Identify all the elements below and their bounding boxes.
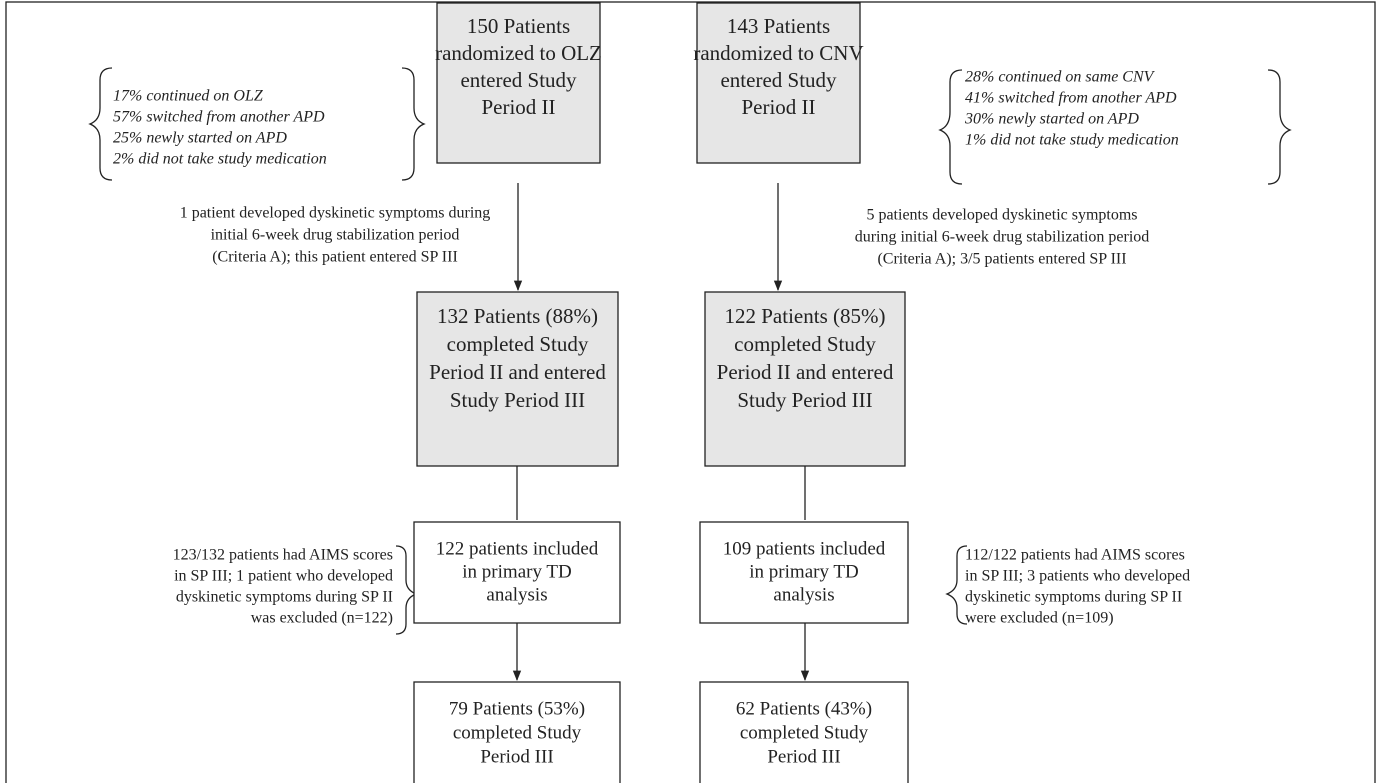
note-text: (Criteria A); 3/5 patients entered SP II… — [877, 251, 1126, 268]
box-text: analysis — [486, 584, 547, 605]
note-text: 123/132 patients had AIMS scores — [173, 547, 393, 564]
box-text: completed Study — [734, 332, 876, 356]
note-text: during initial 6-week drug stabilization… — [855, 229, 1150, 246]
box-text: completed Study — [453, 722, 582, 743]
box-text: 143 Patients — [727, 14, 830, 38]
box-text: randomized to CNV — [693, 41, 863, 65]
box-text: completed Study — [740, 722, 869, 743]
flow-box — [699, 521, 909, 624]
note-text: 112/122 patients had AIMS scores — [965, 547, 1185, 564]
note-text: were excluded (n=109) — [965, 610, 1114, 627]
box-text: entered Study — [460, 68, 577, 92]
note-text: 5 patients developed dyskinetic symptoms — [866, 207, 1137, 224]
box-text: completed Study — [447, 332, 589, 356]
flow-box — [704, 291, 906, 467]
box-text: analysis — [773, 584, 834, 605]
note-text: dyskinetic symptoms during SP II — [176, 589, 393, 606]
flow-box — [413, 681, 621, 783]
note-text: dyskinetic symptoms during SP II — [965, 589, 1182, 606]
note-text: 28% continued on same CNV — [965, 69, 1156, 86]
note-text: 30% newly started on APD — [964, 111, 1139, 128]
note-text: (Criteria A); this patient entered SP II… — [212, 249, 458, 266]
note-text: 1 patient developed dyskinetic symptoms … — [180, 205, 491, 222]
braces — [88, 67, 1292, 635]
note-text: in SP III; 1 patient who developed — [174, 568, 393, 585]
box-text: Period II and entered — [429, 360, 606, 384]
note-text: in SP III; 3 patients who developed — [965, 568, 1190, 585]
box-text: randomized to OLZ — [435, 41, 602, 65]
box-text: 132 Patients (88%) — [437, 304, 598, 328]
box-text: 122 patients included — [436, 538, 599, 559]
box-text: Period III — [480, 746, 553, 767]
note-text: 17% continued on OLZ — [113, 88, 264, 105]
flow-box — [436, 2, 601, 164]
box-text: 79 Patients (53%) — [449, 698, 585, 719]
note-text: 25% newly started on APD — [113, 130, 287, 147]
box-text: Period II — [741, 95, 815, 119]
box-text: 109 patients included — [723, 538, 886, 559]
note-text: initial 6-week drug stabilization period — [211, 227, 460, 244]
note-text: 2% did not take study medication — [113, 151, 327, 168]
box-text: Study Period III — [450, 388, 585, 412]
note-text: 41% switched from another APD — [965, 90, 1177, 107]
box-text: 122 Patients (85%) — [725, 304, 886, 328]
flow-box — [699, 681, 909, 783]
box-text: in primary TD — [462, 561, 571, 582]
flow-box — [696, 2, 861, 164]
box-text: Study Period III — [737, 388, 872, 412]
box-text: 150 Patients — [467, 14, 570, 38]
flow-box — [413, 521, 621, 624]
frame — [5, 1, 1376, 783]
note-text: was excluded (n=122) — [251, 610, 393, 627]
box-text: entered Study — [720, 68, 837, 92]
note-text: 57% switched from another APD — [113, 109, 325, 126]
box-text: Period II and entered — [717, 360, 894, 384]
connectors — [512, 183, 810, 682]
note-text: 1% did not take study medication — [965, 132, 1179, 149]
flow-box — [416, 291, 619, 467]
box-text: 62 Patients (43%) — [736, 698, 872, 719]
box-text: Period III — [767, 746, 840, 767]
box-text: in primary TD — [749, 561, 858, 582]
box-text: Period II — [481, 95, 555, 119]
